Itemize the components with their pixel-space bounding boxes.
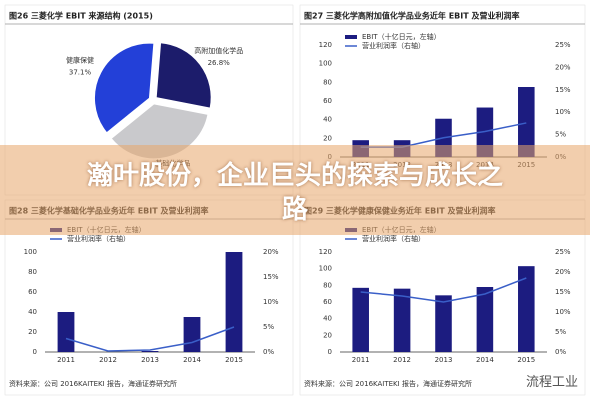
legend-label: 营业利润率（右轴） bbox=[362, 41, 425, 50]
y-tick-label: 80 bbox=[323, 281, 332, 289]
y-tick-label: 40 bbox=[28, 308, 37, 316]
y2-tick-label: 10% bbox=[555, 308, 571, 316]
y-tick-label: 80 bbox=[323, 78, 332, 86]
chart-title: 图26 三菱化学 EBIT 来源结构 (2015) bbox=[9, 11, 153, 21]
y2-tick-label: 20% bbox=[263, 248, 279, 256]
legend-label: EBIT（十亿日元，左轴） bbox=[362, 32, 441, 41]
line bbox=[65, 326, 235, 352]
bar bbox=[352, 287, 369, 352]
y2-tick-label: 15% bbox=[555, 86, 571, 94]
slice-label: 健康保健 bbox=[66, 56, 94, 65]
y-tick-label: 60 bbox=[323, 97, 332, 105]
y-tick-label: 0 bbox=[328, 348, 332, 356]
bar bbox=[225, 252, 243, 352]
y-tick-label: 40 bbox=[323, 315, 332, 323]
source: 资料来源：公司 2016KAITEKI 报告，海通证券研究所 bbox=[304, 379, 472, 388]
bar bbox=[393, 288, 411, 352]
y-tick-label: 60 bbox=[28, 288, 37, 296]
y-tick-label: 40 bbox=[323, 116, 332, 124]
line bbox=[360, 277, 527, 303]
x-tick-label: 2013 bbox=[435, 356, 453, 364]
x-tick-label: 2012 bbox=[99, 356, 117, 364]
bar bbox=[476, 287, 494, 352]
y-tick-label: 100 bbox=[319, 60, 332, 68]
y-tick-label: 20 bbox=[323, 331, 332, 339]
bar bbox=[518, 87, 535, 157]
y2-tick-label: 10% bbox=[555, 108, 571, 116]
bar bbox=[518, 266, 535, 352]
slice-value: 37.1% bbox=[69, 69, 92, 77]
y2-tick-label: 0% bbox=[555, 348, 566, 356]
y-tick-label: 60 bbox=[323, 298, 332, 306]
y2-tick-label: 20% bbox=[555, 63, 571, 71]
legend-label: 营业利润率（右轴） bbox=[362, 234, 425, 243]
x-tick-label: 2015 bbox=[225, 356, 243, 364]
bar bbox=[183, 317, 201, 352]
x-tick-label: 2014 bbox=[476, 356, 494, 364]
source: 资料来源：公司 2016KAITEKI 报告，海通证券研究所 bbox=[9, 379, 177, 388]
y-tick-label: 20 bbox=[28, 328, 37, 336]
y-tick-label: 100 bbox=[24, 248, 37, 256]
banner-text: 瀚叶股份，企业巨头的探索与成长之路 bbox=[86, 161, 503, 225]
watermark: 流程工业 bbox=[525, 375, 578, 390]
bar bbox=[57, 312, 75, 352]
chart-title: 图27 三菱化学高附加值化学品业务近年 EBIT 及营业利润率 bbox=[304, 11, 519, 21]
bar bbox=[141, 351, 159, 352]
slice-value: 26.8% bbox=[208, 59, 231, 67]
slice-label: 高附加值化学品 bbox=[194, 46, 243, 55]
y2-tick-label: 15% bbox=[555, 288, 571, 296]
x-tick-label: 2012 bbox=[393, 356, 411, 364]
y2-tick-label: 10% bbox=[263, 298, 279, 306]
y2-tick-label: 5% bbox=[555, 131, 566, 139]
y-tick-label: 120 bbox=[319, 248, 332, 256]
x-tick-label: 2011 bbox=[57, 356, 75, 364]
y-tick-label: 80 bbox=[28, 268, 37, 276]
banner: 瀚叶股份，企业巨头的探索与成长之路 bbox=[0, 145, 590, 235]
y-tick-label: 120 bbox=[319, 41, 332, 49]
pie-slice bbox=[93, 42, 155, 134]
y2-tick-label: 5% bbox=[555, 328, 566, 336]
y2-tick-label: 0% bbox=[263, 348, 274, 356]
legend-label: 营业利润率（右轴） bbox=[67, 234, 130, 243]
legend-swatch bbox=[345, 35, 357, 39]
x-tick-label: 2014 bbox=[183, 356, 201, 364]
bar bbox=[476, 107, 494, 157]
y2-tick-label: 25% bbox=[555, 248, 571, 256]
y2-tick-label: 15% bbox=[263, 273, 279, 281]
bar bbox=[435, 295, 452, 352]
x-tick-label: 2015 bbox=[517, 356, 535, 364]
y-tick-label: 100 bbox=[319, 265, 332, 273]
x-tick-label: 2011 bbox=[352, 356, 370, 364]
y-tick-label: 20 bbox=[323, 134, 332, 142]
pie-slice bbox=[155, 42, 212, 109]
y2-tick-label: 25% bbox=[555, 41, 571, 49]
y2-tick-label: 20% bbox=[555, 268, 571, 276]
y-tick-label: 0 bbox=[33, 348, 37, 356]
x-tick-label: 2013 bbox=[141, 356, 159, 364]
y2-tick-label: 5% bbox=[263, 323, 274, 331]
